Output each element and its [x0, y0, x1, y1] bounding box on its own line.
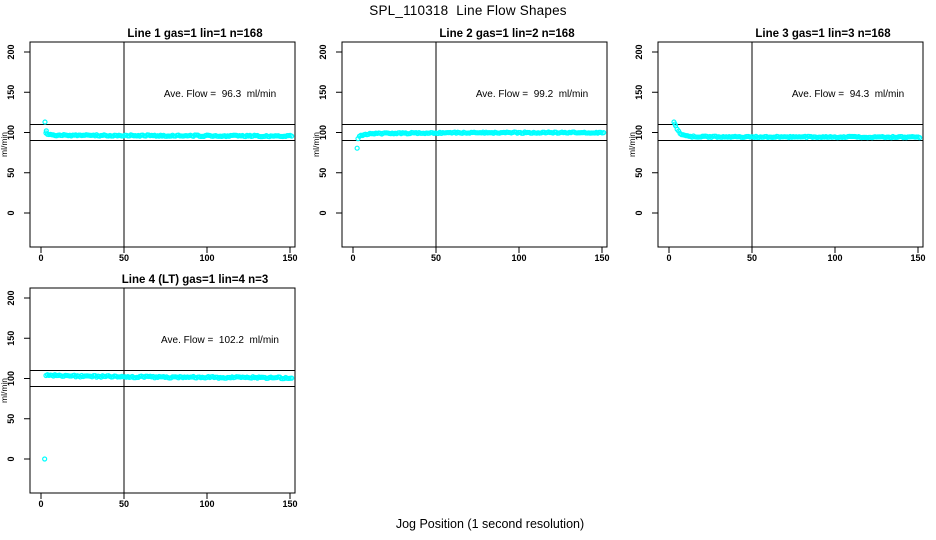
y-tick-label: 0 — [634, 210, 644, 215]
x-tick-label: 50 — [431, 253, 441, 263]
ave-flow-annotation: Ave. Flow = 102.2 ml/min — [161, 335, 279, 346]
x-tick-label: 150 — [910, 253, 925, 263]
y-tick-label: 100 — [318, 125, 328, 140]
y-tick-label: 100 — [634, 125, 644, 140]
data-point — [917, 135, 923, 141]
panel-title: Line 2 gas=1 lin=2 n=168 — [439, 28, 575, 40]
y-tick-label: 50 — [318, 168, 328, 178]
outlier-point — [42, 456, 48, 462]
outlier-point — [354, 145, 360, 151]
y-tick-label: 200 — [6, 44, 16, 59]
panel-line-2: Line 2 gas=1 lin=2 n=168 Ave. Flow = 99.… — [311, 28, 610, 263]
y-tick-label: 50 — [6, 168, 16, 178]
x-tick-label: 0 — [38, 253, 43, 263]
y-tick-label: 150 — [6, 331, 16, 346]
plot-area: 0 50 100 150 0 50 100 150 200 ml/min — [311, 41, 610, 263]
outlier-point — [672, 121, 678, 127]
y-tick-label: 50 — [6, 414, 16, 424]
x-tick-label: 100 — [511, 253, 526, 263]
x-tick-label: 150 — [282, 253, 297, 263]
data-point — [289, 133, 295, 139]
plot-box — [341, 41, 608, 248]
panel-line-1: Line 1 gas=1 lin=1 n=168 Ave. Flow = 96.… — [0, 28, 298, 263]
panel-title: Line 4 (LT) gas=1 lin=4 n=3 — [122, 274, 268, 286]
y-tick-label: 0 — [6, 210, 16, 215]
y-tick-label: 150 — [634, 85, 644, 100]
figure-title: SPL_110318 Line Flow Shapes — [369, 3, 567, 18]
x-tick-label: 50 — [747, 253, 757, 263]
x-tick-label: 0 — [666, 253, 671, 263]
x-axis-label: Jog Position (1 second resolution) — [395, 517, 585, 531]
y-tick-label: 0 — [318, 210, 328, 215]
x-tick-label: 50 — [119, 499, 129, 509]
outlier-point — [42, 119, 48, 125]
outlier-point — [43, 128, 49, 134]
y-tick-label: 150 — [6, 85, 16, 100]
x-tick-label: 150 — [282, 499, 297, 509]
plot-area: 0 50 100 150 0 50 100 150 200 ml/min — [0, 41, 298, 263]
panel-title: Line 1 gas=1 lin=1 n=168 — [127, 28, 263, 40]
plot-area: 0 50 100 150 0 50 100 150 200 ml/min — [0, 287, 298, 509]
y-axis-label: ml/min — [627, 132, 637, 157]
panel-title: Line 3 gas=1 lin=3 n=168 — [755, 28, 891, 40]
y-tick-label: 200 — [634, 44, 644, 59]
panel-line-4: Line 4 (LT) gas=1 lin=4 n=3 Ave. Flow = … — [0, 274, 298, 509]
plot-box — [657, 41, 924, 248]
panel-line-3: Line 3 gas=1 lin=3 n=168 Ave. Flow = 94.… — [627, 28, 926, 263]
x-tick-label: 150 — [594, 253, 609, 263]
y-axis-label: ml/min — [311, 132, 321, 157]
plot-box — [29, 287, 296, 494]
y-tick-label: 100 — [6, 371, 16, 386]
ave-flow-annotation: Ave. Flow = 96.3 ml/min — [164, 89, 276, 100]
x-tick-label: 0 — [350, 253, 355, 263]
y-tick-label: 200 — [318, 44, 328, 59]
x-tick-label: 0 — [38, 499, 43, 509]
x-tick-label: 100 — [199, 499, 214, 509]
ave-flow-annotation: Ave. Flow = 94.3 ml/min — [792, 89, 904, 100]
plot-box — [29, 41, 296, 248]
x-tick-label: 50 — [119, 253, 129, 263]
x-tick-label: 100 — [199, 253, 214, 263]
y-tick-label: 150 — [318, 85, 328, 100]
ave-flow-annotation: Ave. Flow = 99.2 ml/min — [476, 89, 588, 100]
x-tick-label: 100 — [827, 253, 842, 263]
data-point — [289, 375, 295, 381]
y-tick-label: 100 — [6, 125, 16, 140]
y-tick-label: 0 — [6, 456, 16, 461]
y-axis-label: ml/min — [0, 132, 9, 157]
y-tick-label: 50 — [634, 168, 644, 178]
plot-area: 0 50 100 150 0 50 100 150 200 ml/min — [627, 41, 926, 263]
data-point — [601, 130, 607, 136]
y-tick-label: 200 — [6, 290, 16, 305]
y-axis-label: ml/min — [0, 378, 9, 403]
